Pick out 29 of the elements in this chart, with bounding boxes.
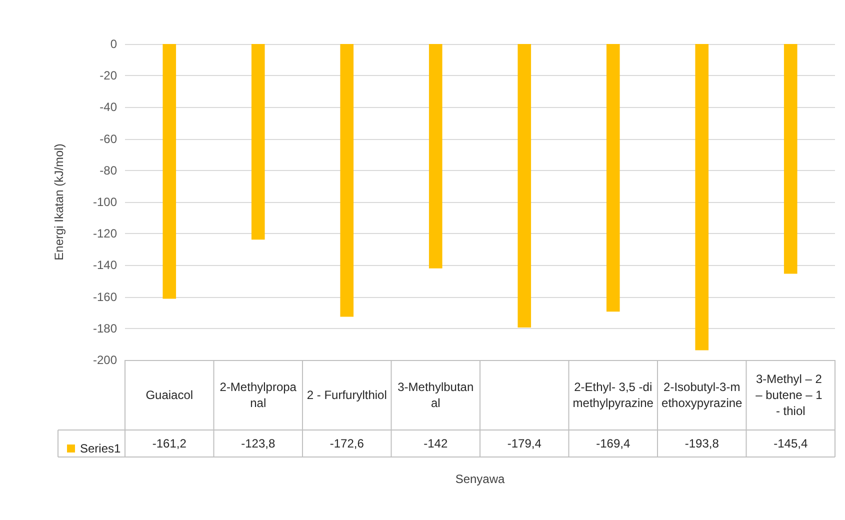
- data-label: -172,6: [330, 436, 364, 450]
- data-label: -161,2: [152, 436, 187, 450]
- x-tick-label: 3-Methyl – 2 – butene – 1 - thiol: [756, 372, 826, 418]
- y-axis-title: Energi Ikatan (kJ/mol): [52, 144, 66, 260]
- data-label: -179,4: [507, 436, 542, 450]
- data-label: -123,8: [241, 436, 276, 450]
- y-tick-label: -200: [92, 353, 118, 367]
- legend-label: Series1: [80, 442, 122, 456]
- data-label: -145,4: [774, 436, 808, 450]
- x-tick-label: 3-Methylbutanal: [398, 380, 474, 410]
- y-tick-label: -60: [100, 132, 118, 146]
- data-label: -169,4: [596, 436, 630, 450]
- y-tick-label: -140: [92, 258, 118, 272]
- data-label: -142: [424, 436, 448, 450]
- x-tick-label: 2-Methylpropanal: [220, 380, 297, 410]
- y-tick-label: 0: [110, 37, 118, 51]
- y-tick-label: -40: [100, 100, 118, 114]
- y-tick-label: -80: [100, 163, 118, 178]
- y-tick-label: -100: [92, 195, 118, 209]
- y-tick-label: -180: [92, 321, 118, 336]
- y-tick-label: -120: [92, 226, 118, 241]
- y-tick-label: -160: [92, 290, 118, 304]
- x-tick-label: 2-Isobutyl-3-methoxypyrazine: [662, 380, 743, 410]
- x-tick-label: 2 - Furfurylthiol: [306, 388, 387, 402]
- x-axis-title: Senyawa: [455, 472, 506, 486]
- y-tick-label: -20: [100, 68, 118, 83]
- data-label: -193,8: [684, 436, 720, 450]
- x-tick-label: Guaiacol: [146, 388, 194, 402]
- x-tick-label: 2-Ethyl- 3,5 -dimethylpyrazine: [572, 380, 654, 410]
